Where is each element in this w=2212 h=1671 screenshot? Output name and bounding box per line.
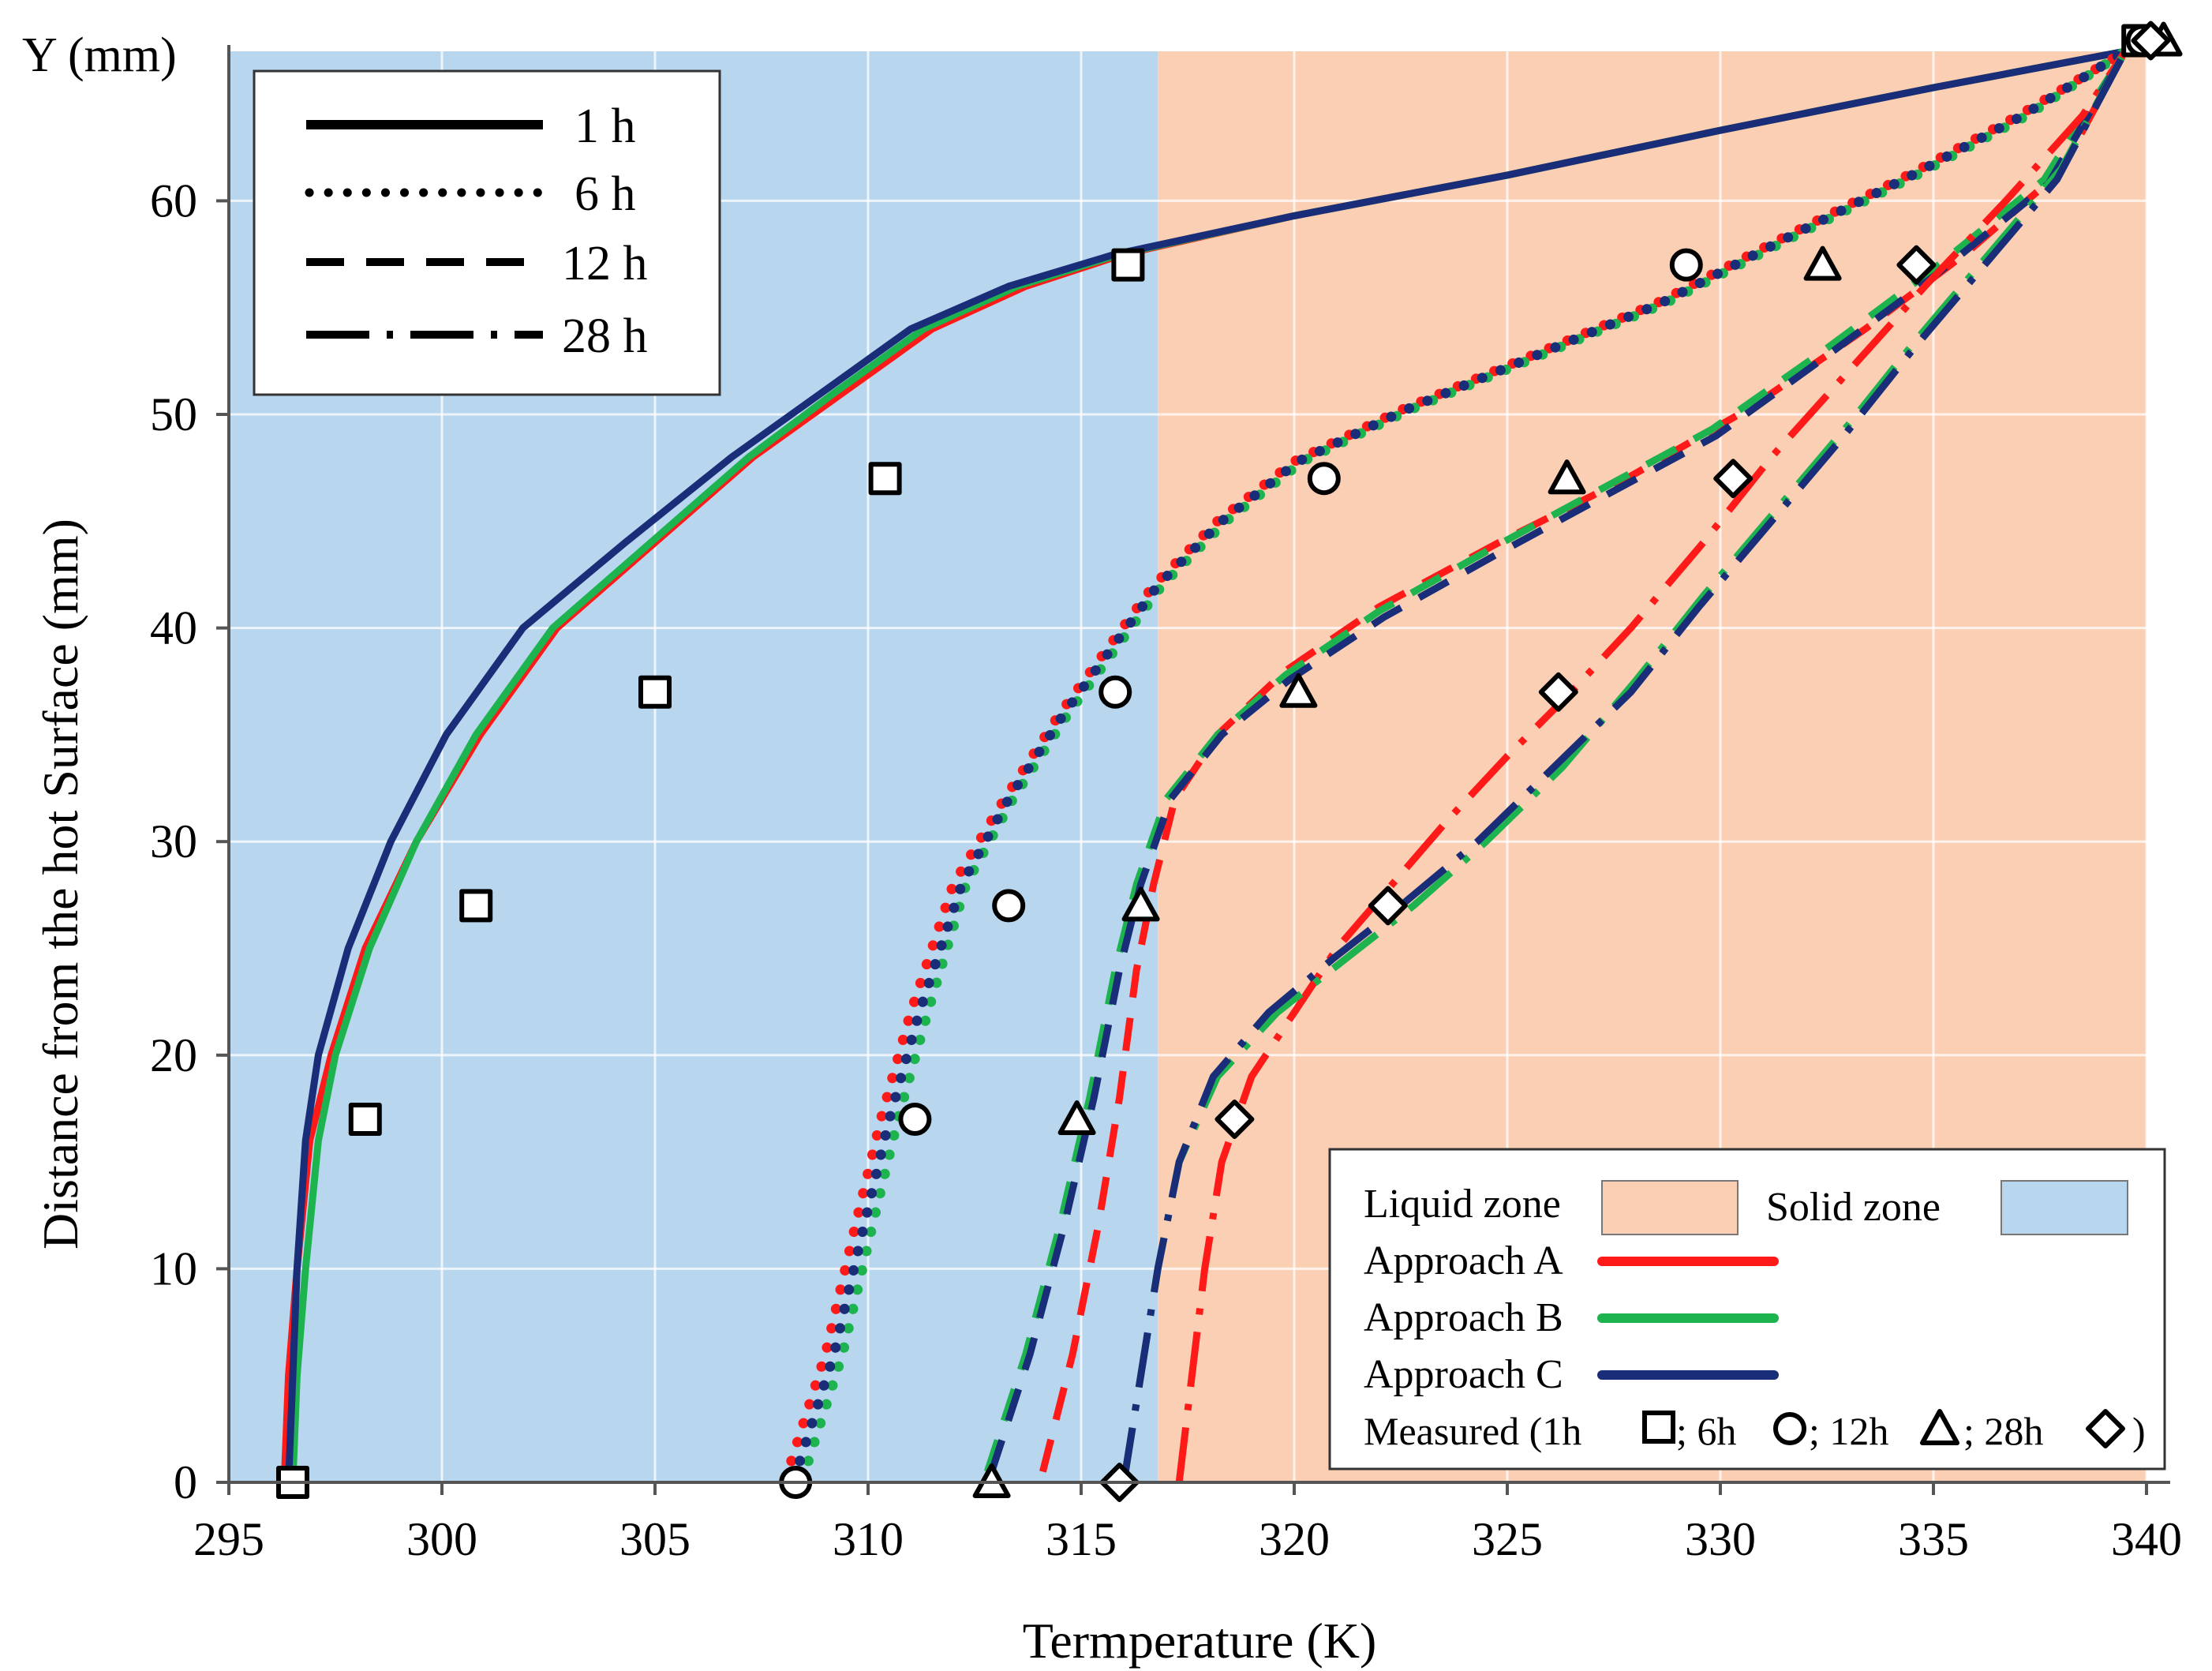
legend-measured-28h: ; 28h — [1963, 1409, 2043, 1453]
measured-12h-triangle — [1548, 459, 1586, 495]
legend-measured-prefix: Measured (1h — [1364, 1409, 1581, 1453]
y-tick-label: 40 — [150, 602, 197, 654]
y-axis-label: Distance from the hot Surface (mm) — [32, 519, 88, 1250]
legend-zones-approaches: Liquid zone Solid zone Approach A Approa… — [1328, 1148, 2166, 1471]
x-tick-label: 315 — [1046, 1513, 1117, 1565]
measured-12h-triangle — [1803, 245, 1842, 281]
measured-6h-circle — [1307, 462, 1341, 496]
x-tick-label: 305 — [619, 1513, 691, 1565]
legend-liquid-swatch — [1601, 1180, 1739, 1235]
measured-6h-circle — [898, 1102, 932, 1136]
legend-1h-label: 1 h — [575, 99, 636, 153]
legend-6h-label: 6 h — [575, 167, 636, 221]
legend-approach-b-label: Approach B — [1364, 1295, 1563, 1340]
measured-28h-diamond — [1538, 672, 1578, 712]
series-28h-approach-c — [1120, 49, 2128, 1483]
x-tick-label: 295 — [193, 1513, 264, 1565]
x-tick-label: 330 — [1685, 1513, 1756, 1565]
measured-1h-square — [348, 1102, 382, 1136]
measured-28h-diamond — [1896, 245, 1937, 285]
series-12h-approach-b — [983, 49, 2128, 1473]
y-tick-label: 10 — [150, 1242, 197, 1294]
series-1h-approach-c — [285, 47, 2126, 1483]
measured-6h-circle — [1099, 675, 1132, 709]
legend-measured-6h: ; 6h — [1676, 1409, 1736, 1453]
legend-measured-suffix: ) — [2132, 1409, 2146, 1453]
legend-solid-label: Solid zone — [1766, 1185, 1941, 1230]
measured-6h-circle — [1669, 248, 1703, 282]
measured-1h-square — [638, 675, 672, 709]
legend-measured-square-icon — [1642, 1411, 1675, 1444]
axes — [216, 45, 2170, 1495]
legend-approach-c-label: Approach C — [1364, 1352, 1563, 1397]
measured-12h-triangle — [1057, 1100, 1096, 1135]
x-tick-label: 340 — [2111, 1513, 2182, 1565]
y-tick-label: 0 — [174, 1456, 197, 1508]
model-series — [280, 46, 2131, 1483]
measured-1h-square — [459, 889, 493, 923]
y-axis-title: Y (mm) — [22, 28, 177, 82]
x-tick-label: 335 — [1898, 1513, 1969, 1565]
legend-time-box — [253, 69, 721, 396]
x-tick-label: 320 — [1259, 1513, 1330, 1565]
legend-measured-triangle-icon — [1920, 1409, 1959, 1445]
legend-liquid-label: Liquid zone — [1364, 1182, 1561, 1227]
legend-measured-diamond-icon — [2086, 1409, 2125, 1448]
measured-28h-diamond — [2131, 21, 2171, 61]
legend-12h-label: 12 h — [562, 237, 648, 290]
x-tick-label: 325 — [1472, 1513, 1543, 1565]
measured-1h-square — [1111, 248, 1145, 282]
measured-6h-circle — [992, 889, 1026, 923]
y-tick-label: 60 — [150, 174, 197, 227]
measured-28h-diamond — [1215, 1099, 1255, 1139]
measured-1h-square — [868, 462, 902, 496]
tick-labels: 295 300 305 310 315 320 325 330 335 340 0 10 20 30 40 5… — [150, 174, 2182, 1565]
y-tick-label: 50 — [150, 388, 197, 440]
measured-12h-triangle — [1279, 673, 1318, 708]
legend-measured-label: Measured (1h — [1364, 1409, 1581, 1453]
measured-28h-diamond — [1713, 459, 1754, 499]
series-6h-approach-c — [795, 46, 2131, 1467]
series-12h-approach-c — [988, 49, 2128, 1473]
y-tick-label: 20 — [150, 1029, 197, 1081]
x-axis-label: Termperature (K) — [1023, 1613, 1377, 1669]
y-tick-label: 30 — [150, 815, 197, 867]
measured-28h-diamond — [1368, 886, 1408, 926]
legend-measured-12h: ; 12h — [1809, 1409, 1888, 1453]
x-tick-label: 300 — [406, 1513, 477, 1565]
x-tick-label: 310 — [833, 1513, 904, 1565]
legend-solid-swatch — [2001, 1180, 2128, 1235]
legend-measured-circle-icon — [1773, 1412, 1806, 1445]
series-28h-approach-a — [1175, 49, 2128, 1483]
measured-12h-triangle — [1121, 886, 1160, 922]
legend-28h-label: 28 h — [562, 309, 648, 363]
legend-time-styles: 1 h 6 h 12 h 28 h — [253, 69, 721, 396]
legend-approach-a-label: Approach A — [1364, 1238, 1563, 1283]
